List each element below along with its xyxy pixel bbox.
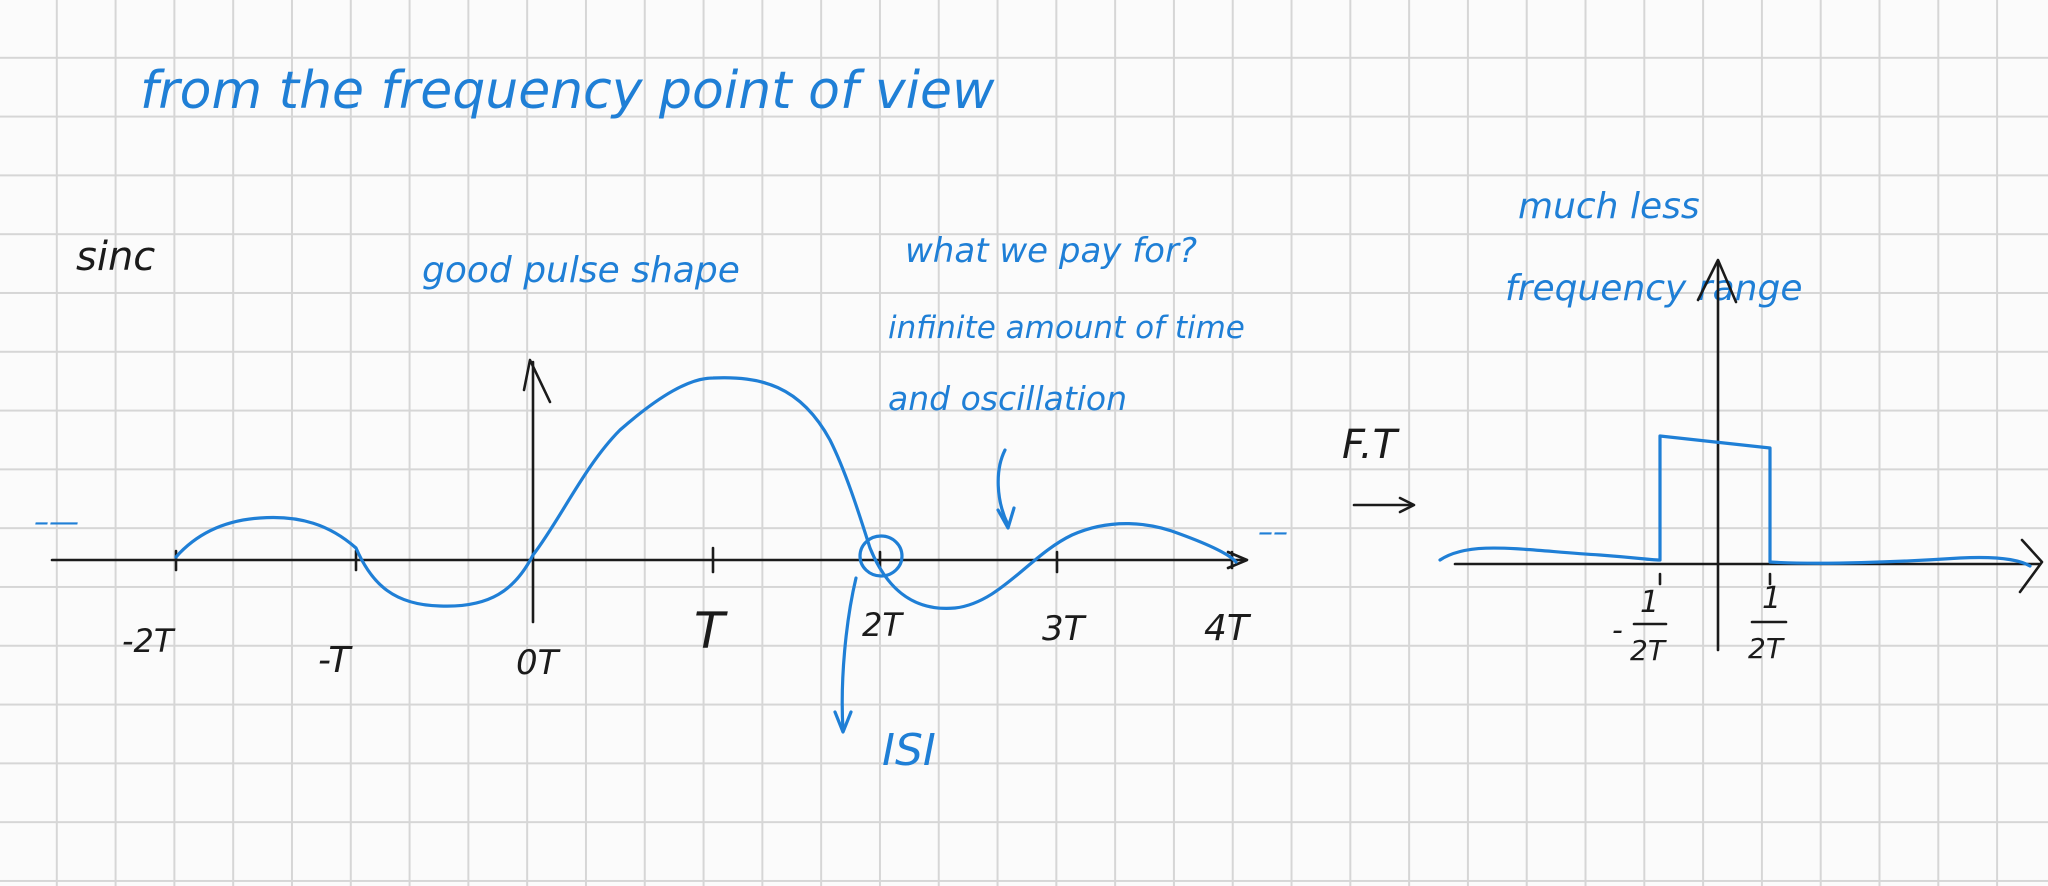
what-we-pay-note: what we pay for?	[905, 231, 1197, 271]
freq-tick-label-right: 1 2T	[1748, 581, 1788, 665]
isi-arrowhead	[833, 710, 853, 734]
time-vertical-arrowhead	[522, 358, 552, 404]
tick-label-minus-T: -T	[318, 640, 353, 681]
heading-text: from the frequency point of view	[140, 61, 995, 121]
tick-label-3T: 3T	[1042, 609, 1087, 649]
tick-label-0T: 0T	[516, 643, 561, 683]
freq-left-minus: -	[1612, 613, 1623, 648]
freq-left-numerator: 1	[1640, 585, 1659, 620]
infinite-time-note: infinite amount of time	[888, 310, 1245, 346]
oscillation-arrow-line	[996, 448, 1010, 527]
freq-vertical-arrowhead	[1696, 258, 1738, 304]
right-continuation-dashes: ––	[1258, 515, 1288, 550]
ft-label: F.T	[1342, 422, 1401, 468]
rect-spectrum	[1438, 434, 2032, 568]
freq-right-numerator: 1	[1762, 581, 1781, 616]
sinc-pulse-curve	[174, 376, 1238, 610]
freq-right-denominator: 2T	[1748, 632, 1785, 665]
oscillation-note: and oscillation	[888, 379, 1127, 418]
freq-axis-arrowhead	[2018, 538, 2044, 594]
left-continuation-dashes: –—	[34, 505, 79, 540]
tick-label-4T: 4T	[1204, 608, 1252, 649]
good-pulse-shape-note: good pulse shape	[422, 250, 740, 291]
ft-arrowhead	[1398, 496, 1416, 514]
freq-tick-label-left: - 1 2T	[1612, 585, 1668, 667]
time-axis-arrowhead	[1226, 550, 1249, 570]
isi-circle	[858, 534, 904, 578]
tick-label-2T: 2T	[862, 606, 904, 644]
isi-arrow-line	[840, 576, 858, 732]
oscillation-arrowhead	[996, 506, 1016, 530]
sinc-label: sinc	[76, 234, 155, 280]
tick-label-minus-2T: -2T	[122, 622, 176, 660]
isi-label: ISI	[882, 725, 936, 776]
frequency-range-note: frequency range	[1505, 268, 1802, 309]
freq-left-denominator: 2T	[1630, 634, 1667, 667]
much-less-note: much less	[1518, 186, 1700, 227]
tick-label-T: T	[694, 602, 728, 660]
